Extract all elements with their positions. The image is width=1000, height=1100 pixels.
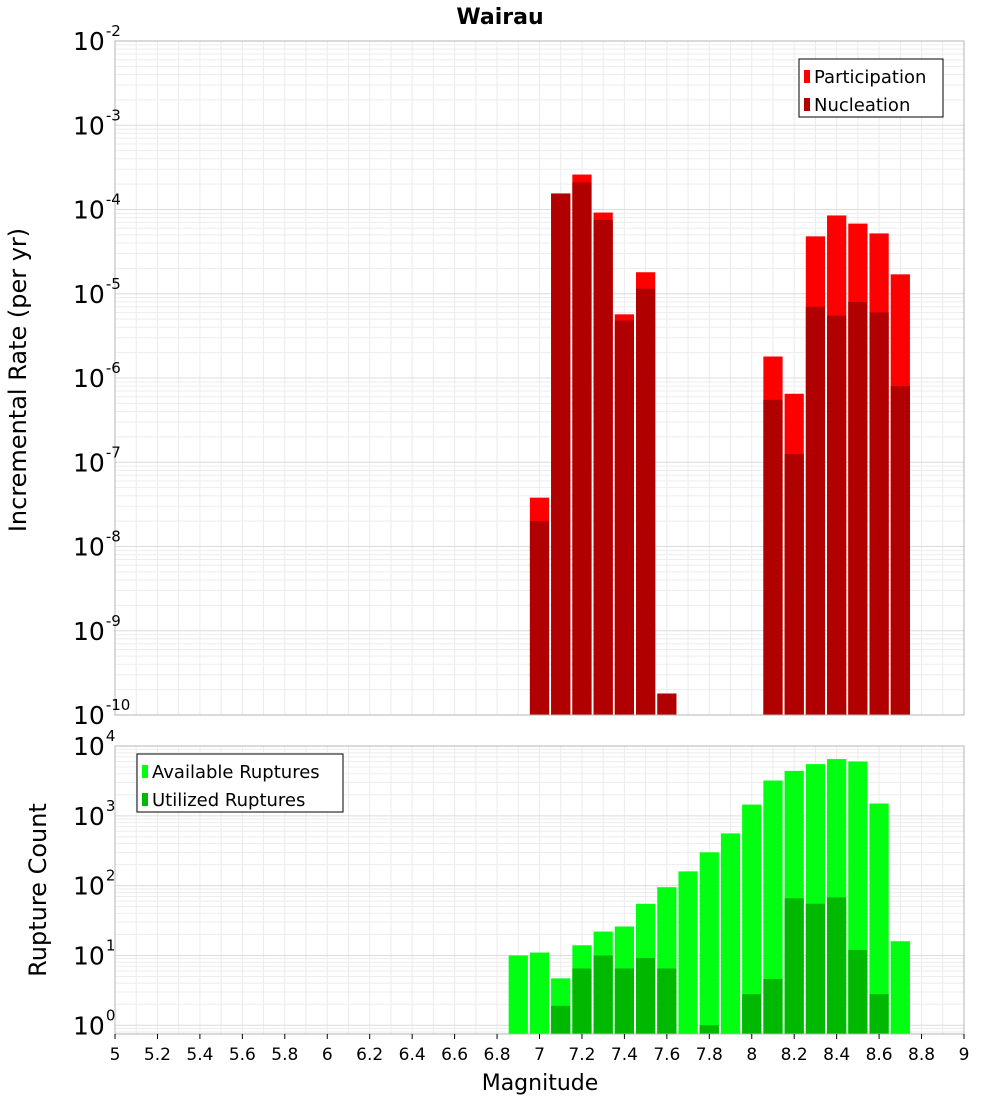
x-tick-label: 5.6: [229, 1045, 256, 1065]
x-tick-label: 6.2: [356, 1045, 383, 1065]
bar-nucleation: [529, 521, 550, 715]
x-tick-label: 5: [110, 1045, 121, 1065]
bar-nucleation: [869, 312, 889, 715]
bar-nucleation: [784, 454, 804, 715]
y-tick-label: 103: [73, 797, 115, 831]
bar-utilized-ruptures: [784, 898, 804, 1034]
x-tick-label: 7.8: [696, 1045, 723, 1065]
bar-utilized-ruptures: [827, 897, 847, 1034]
y-tick-label: 102: [73, 867, 115, 901]
bar-utilized-ruptures: [551, 1005, 571, 1034]
bar-nucleation: [572, 182, 592, 715]
bar-nucleation: [551, 193, 571, 716]
bar-available-ruptures: [699, 852, 719, 1034]
bar-available-ruptures: [869, 803, 889, 1034]
bar-available-ruptures: [720, 833, 741, 1034]
bar-utilized-ruptures: [614, 968, 635, 1034]
x-tick-label: 8.8: [908, 1045, 935, 1065]
bar-utilized-ruptures: [805, 903, 826, 1034]
legend-box: [136, 753, 344, 813]
bar-nucleation: [890, 386, 910, 715]
legend-label: Utilized Ruptures: [152, 790, 305, 811]
bar-available-ruptures: [890, 941, 910, 1034]
y-tick-label: 10-4: [73, 191, 121, 225]
x-tick-label: 7: [534, 1045, 545, 1065]
y-tick-label: 10-6: [73, 359, 121, 393]
y-tick-label: 10-3: [73, 106, 121, 140]
bar-nucleation: [636, 288, 656, 715]
x-tick-label: 8: [746, 1045, 757, 1065]
bar-utilized-ruptures: [763, 979, 783, 1034]
bar-utilized-ruptures: [572, 968, 592, 1034]
bar-nucleation: [763, 399, 783, 715]
x-tick-label: 9: [959, 1045, 970, 1065]
x-tick-label: 5.2: [144, 1045, 171, 1065]
bar-nucleation: [593, 220, 613, 715]
chart-title: Wairau: [456, 5, 543, 30]
bar-utilized-ruptures: [636, 957, 656, 1034]
bar-nucleation: [848, 301, 868, 715]
bar-utilized-ruptures: [848, 949, 868, 1034]
bar-available-ruptures: [529, 952, 550, 1034]
y-tick-label: 104: [73, 727, 115, 761]
legend-label: Participation: [814, 67, 926, 88]
x-axis-label: Magnitude: [482, 1071, 599, 1096]
bar-nucleation: [827, 315, 847, 715]
legend-box: [798, 58, 944, 118]
y-tick-label: 10-5: [73, 275, 121, 309]
rupture-count-plot: 104 103 102 101 100 5 5.2 5.4 5.6 5.8 6 6.2 6.4 6.6 6.…: [73, 727, 969, 1065]
legend: Available Ruptures Utilized Ruptures: [136, 753, 344, 813]
x-tick-label: 7.2: [568, 1045, 595, 1065]
legend-label: Available Ruptures: [152, 762, 320, 783]
bar-available-ruptures: [742, 804, 762, 1034]
top-y-axis-label: Incremental Rate (per yr): [4, 228, 32, 532]
legend-swatch: [142, 793, 148, 806]
x-tick-label: 6.8: [484, 1045, 511, 1065]
x-tick-label: 6.6: [441, 1045, 468, 1065]
y-tick-label: 10-2: [73, 22, 121, 56]
legend-swatch: [804, 98, 810, 111]
x-tick-label: 5.4: [186, 1045, 213, 1065]
legend-label: Nucleation: [814, 95, 910, 116]
rate-plot: 10-2 10-3 10-4 10-5 10-6 10-7 10-8 10-9 10-10 Par…: [73, 22, 965, 730]
bar-utilized-ruptures: [742, 994, 762, 1034]
bottom-y-axis-label: Rupture Count: [24, 803, 52, 977]
y-tick-label: 10-8: [73, 528, 121, 562]
x-tick-label: 8.6: [866, 1045, 893, 1065]
bar-available-ruptures: [678, 871, 698, 1034]
legend-swatch: [142, 765, 148, 778]
y-tick-label: 10-10: [73, 696, 130, 730]
x-tick-label: 8.4: [823, 1045, 850, 1065]
bar-utilized-ruptures: [657, 968, 677, 1034]
x-tick-label: 6: [322, 1045, 333, 1065]
bar-utilized-ruptures: [699, 1025, 719, 1034]
bar-available-ruptures: [508, 955, 528, 1034]
bar-available-ruptures: [763, 780, 783, 1034]
bar-nucleation: [614, 320, 635, 715]
legend-swatch: [804, 70, 810, 83]
y-tick-label: 100: [73, 1006, 115, 1040]
y-tick-label: 10-9: [73, 612, 121, 646]
x-tick-label: 8.2: [781, 1045, 808, 1065]
x-tick-label: 6.4: [399, 1045, 426, 1065]
x-tick-label: 7.6: [653, 1045, 680, 1065]
legend: Participation Nucleation: [798, 58, 944, 118]
y-tick-label: 101: [73, 936, 115, 970]
bar-utilized-ruptures: [869, 994, 889, 1034]
x-tick-label: 7.4: [611, 1045, 638, 1065]
x-tick-label: 5.8: [271, 1045, 298, 1065]
bar-nucleation: [805, 306, 826, 715]
bar-utilized-ruptures: [593, 955, 613, 1034]
plot-border: [114, 40, 965, 716]
bar-nucleation: [657, 693, 677, 715]
y-tick-label: 10-7: [73, 443, 121, 477]
